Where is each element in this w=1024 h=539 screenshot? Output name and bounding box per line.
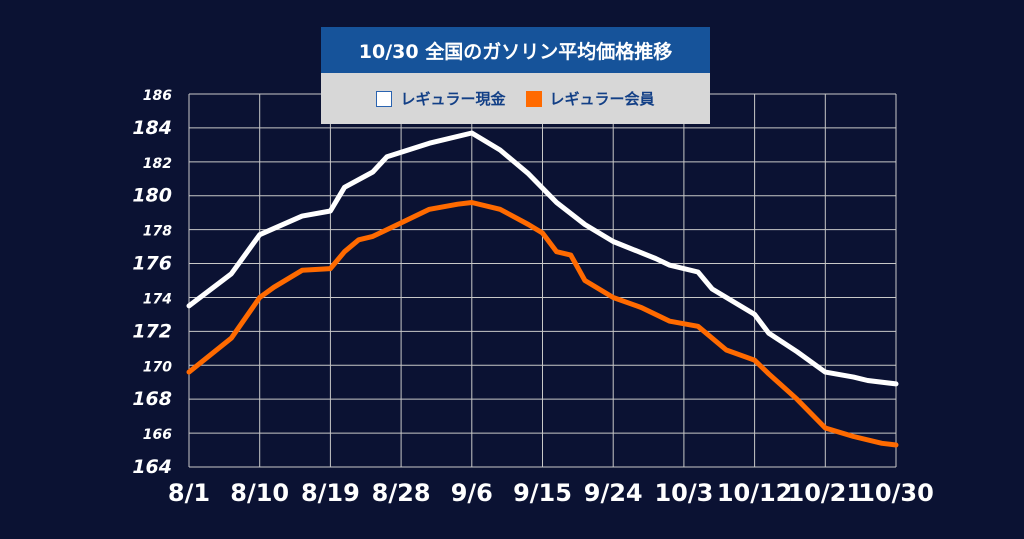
legend: レギュラー現金 レギュラー会員 (321, 73, 710, 124)
chart-title: 10/30 全国のガソリン平均価格推移 (321, 27, 710, 73)
y-tick-label: 168 (132, 388, 172, 410)
y-tick-label: 176 (132, 253, 172, 275)
y-tick-label: 178 (143, 224, 172, 240)
legend-swatch-orange (525, 90, 542, 107)
series-line-cash (186, 130, 899, 387)
series-lines (186, 130, 899, 448)
x-tick-label: 8/1 (168, 479, 210, 507)
x-tick-label: 10/12 (717, 479, 793, 507)
y-tick-label: 172 (132, 320, 172, 342)
y-tick-label: 184 (132, 117, 172, 139)
series-line-member (186, 200, 899, 448)
y-tick-label: 186 (143, 88, 172, 104)
y-tick-label: 164 (132, 456, 172, 478)
x-tick-label: 9/24 (584, 479, 643, 507)
y-tick-label: 166 (143, 427, 172, 443)
legend-swatch-white (376, 90, 393, 107)
y-tick-label: 182 (143, 156, 172, 172)
legend-label-member: レギュラー会員 (549, 90, 655, 108)
x-tick-label: 10/30 (858, 479, 934, 507)
x-tick-label: 9/15 (513, 479, 572, 507)
x-tick-label: 10/21 (788, 479, 864, 507)
x-tick-label: 8/19 (301, 479, 360, 507)
x-tick-label: 8/10 (230, 479, 289, 507)
x-tick-label: 8/28 (372, 479, 431, 507)
y-tick-label: 170 (143, 359, 172, 375)
legend-item-cash: レギュラー現金 (376, 88, 506, 109)
grid (188, 93, 897, 468)
y-tick-label: 180 (132, 185, 172, 207)
legend-item-member: レギュラー会員 (525, 88, 655, 109)
y-tick-label: 174 (143, 291, 172, 307)
x-axis-ticks: 8/1 8/10 8/19 8/28 9/6 9/15 9/24 10/3 10/1210/21… (168, 479, 934, 507)
x-tick-label: 9/6 (451, 479, 493, 507)
y-axis-ticks: 164 166 168 170 172 174 176 178 180 182 184 186 (132, 88, 172, 478)
x-tick-label: 10/3 (654, 479, 713, 507)
legend-label-cash: レギュラー現金 (400, 90, 506, 108)
